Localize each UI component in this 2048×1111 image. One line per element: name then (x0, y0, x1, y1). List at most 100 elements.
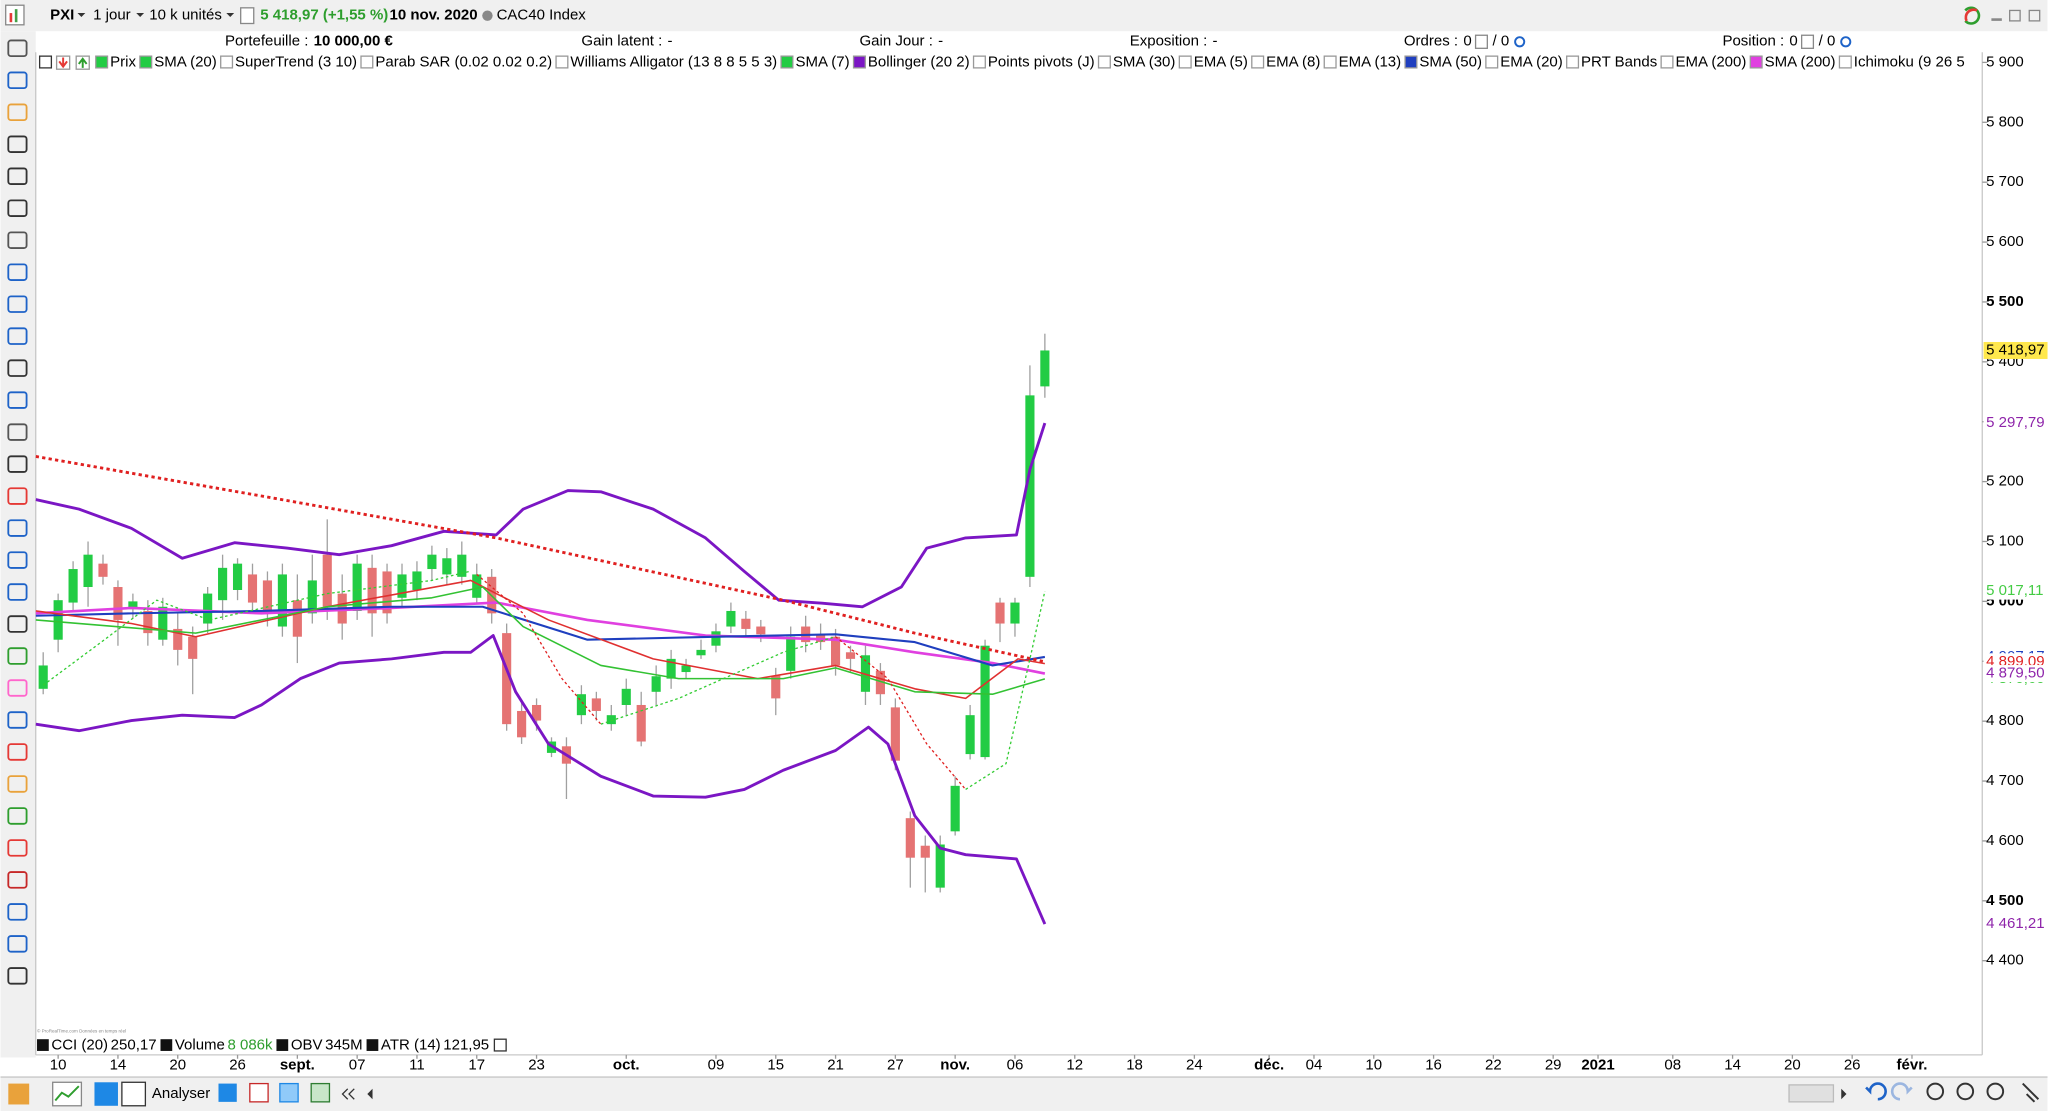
tool-button[interactable] (7, 423, 28, 441)
zoom-in[interactable] (1986, 1082, 2005, 1101)
tool-icon[interactable] (8, 1083, 30, 1105)
undo-button[interactable] (1865, 1082, 1887, 1101)
zoom-fit[interactable] (1926, 1082, 1945, 1101)
indicator-checkbox[interactable] (1323, 55, 1337, 69)
tool-button[interactable] (7, 935, 28, 953)
indicator-label[interactable]: SMA (20) (154, 54, 217, 71)
tool-button[interactable] (7, 551, 28, 569)
tool-button[interactable] (7, 295, 28, 313)
indicator-checkbox[interactable] (360, 55, 374, 69)
tool-button[interactable] (7, 103, 28, 122)
sub-indicator-box[interactable] (366, 1039, 379, 1051)
indicator-label[interactable]: SMA (50) (1419, 54, 1482, 71)
indicator-checkbox[interactable] (95, 55, 109, 69)
analyse-button[interactable]: Analyser (152, 1085, 210, 1102)
sub-indicator-box[interactable] (160, 1039, 173, 1051)
chart-type-button[interactable] (52, 1081, 83, 1107)
settings-icon[interactable] (1514, 36, 1526, 48)
sub-indicator-label[interactable]: OBV (291, 1037, 323, 1054)
tool-button[interactable] (7, 39, 28, 58)
tool-button[interactable] (7, 487, 28, 505)
indicator-label[interactable]: Prix (110, 54, 136, 71)
tool-button[interactable] (7, 519, 28, 537)
indicator-label[interactable]: SMA (200) (1765, 54, 1836, 71)
tool-button[interactable] (7, 743, 28, 761)
order-box[interactable] (1800, 34, 1815, 49)
zoom-out[interactable] (1956, 1082, 1975, 1101)
indicator-checkbox[interactable] (1097, 55, 1111, 69)
indicator-checkbox[interactable] (139, 55, 153, 69)
tool-button[interactable] (7, 679, 28, 697)
indicator-label[interactable]: PRT Bands (1581, 54, 1657, 71)
tool-button[interactable] (7, 167, 28, 185)
indicator-label[interactable]: SuperTrend (3 10) (235, 54, 357, 71)
tool-button[interactable] (7, 71, 28, 90)
symbol[interactable]: PXI (50, 7, 74, 24)
tool-button[interactable] (7, 839, 28, 857)
indicator-label[interactable]: EMA (13) (1339, 54, 1402, 71)
indicator-checkbox[interactable] (1251, 55, 1265, 69)
tool-button[interactable] (7, 903, 28, 921)
restore-button[interactable] (2009, 9, 2021, 22)
order-box[interactable] (1474, 34, 1488, 49)
indicator-label[interactable]: SMA (30) (1113, 54, 1176, 71)
indicator-label[interactable]: EMA (5) (1194, 54, 1248, 71)
indicator-checkbox[interactable] (1178, 55, 1192, 69)
scrollbar-thumb[interactable] (1788, 1084, 1835, 1103)
tool-button[interactable] (7, 967, 28, 985)
indicator-label[interactable]: Parab SAR (0.02 0.02 0.2) (375, 54, 552, 71)
sub-indicator-label[interactable]: CCI (20) (51, 1037, 108, 1054)
tool-button[interactable] (7, 199, 28, 217)
tool-button[interactable] (7, 647, 28, 665)
tool-button[interactable] (7, 231, 28, 249)
indicator-label[interactable]: EMA (8) (1266, 54, 1320, 71)
indicator-label[interactable]: Williams Alligator (13 8 8 5 5 3) (570, 54, 777, 71)
indicator-checkbox[interactable] (1838, 55, 1852, 69)
scroll-left-fast[interactable] (341, 1088, 355, 1100)
refresh-button[interactable] (1964, 6, 1981, 25)
indicator-label[interactable]: Points pivots (J) (988, 54, 1095, 71)
maximize-button[interactable] (2028, 9, 2041, 22)
tool-button[interactable] (7, 135, 28, 154)
zoom-tool[interactable] (2022, 1082, 2040, 1103)
tool-button[interactable] (7, 871, 28, 889)
window-icon[interactable] (38, 55, 53, 69)
panel-button[interactable] (121, 1081, 147, 1107)
tool-button[interactable] (7, 455, 28, 473)
tool-button[interactable] (279, 1082, 299, 1103)
settings-icon[interactable] (1840, 36, 1852, 48)
tool-button[interactable] (7, 775, 28, 793)
tool-button[interactable] (7, 583, 28, 601)
indicator-label[interactable]: Bollinger (20 2) (868, 54, 970, 71)
indicator-checkbox[interactable] (1485, 55, 1499, 69)
sub-indicator-box[interactable] (37, 1039, 49, 1051)
scroll-right[interactable] (1841, 1088, 1847, 1100)
tool-button[interactable] (7, 263, 28, 281)
window-icon[interactable] (493, 1038, 507, 1052)
tool-button[interactable] (310, 1082, 331, 1103)
sub-indicator-box[interactable] (276, 1039, 289, 1051)
dropdown-arrow[interactable] (136, 13, 145, 17)
indicator-checkbox[interactable] (555, 55, 569, 69)
scroll-left[interactable] (367, 1088, 373, 1100)
indicator-checkbox[interactable] (1566, 55, 1580, 69)
indicator-checkbox[interactable] (1749, 55, 1763, 69)
indicator-checkbox[interactable] (1404, 55, 1418, 69)
dropdown-arrow[interactable] (226, 13, 235, 17)
tool-button[interactable] (7, 615, 28, 633)
tool-button[interactable] (218, 1083, 237, 1102)
sub-indicator-label[interactable]: Volume (175, 1037, 225, 1054)
tool-button[interactable] (7, 359, 28, 377)
tool-button[interactable] (7, 807, 28, 825)
units[interactable]: 10 k unités (149, 7, 222, 24)
redo-button[interactable] (1890, 1082, 1913, 1101)
indicator-checkbox[interactable] (972, 55, 986, 69)
sub-indicator-label[interactable]: ATR (14) (381, 1037, 441, 1054)
share-button[interactable] (94, 1082, 118, 1106)
indicator-label[interactable]: EMA (200) (1675, 54, 1746, 71)
tool-button[interactable] (7, 391, 28, 409)
indicator-label[interactable]: SMA (7) (795, 54, 849, 71)
tool-button[interactable] (249, 1082, 269, 1103)
tool-button[interactable] (7, 327, 28, 345)
indicator-checkbox[interactable] (220, 55, 234, 69)
